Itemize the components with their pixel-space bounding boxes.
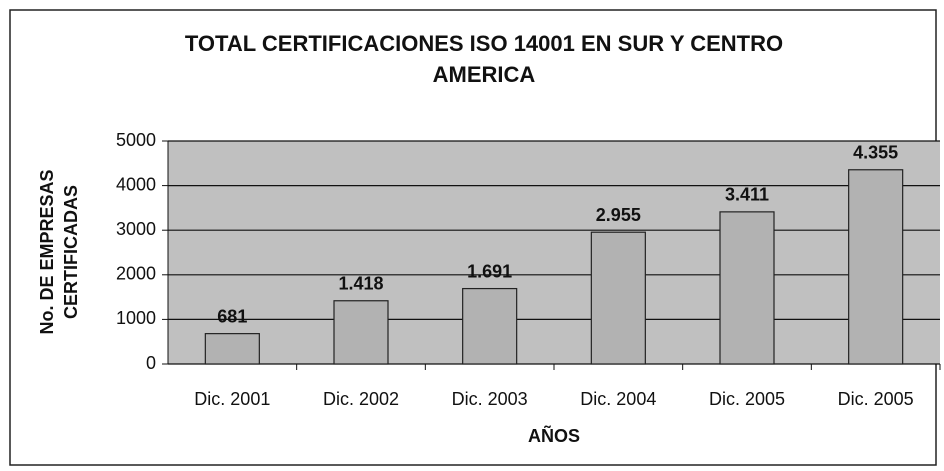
bar bbox=[848, 169, 904, 365]
y-tick-label: 2000 bbox=[116, 264, 156, 284]
bar bbox=[333, 300, 389, 365]
chart-title: AMERICA bbox=[433, 62, 536, 87]
bar bbox=[462, 287, 518, 365]
y-axis-label: No. DE EMPRESAS bbox=[37, 169, 57, 334]
x-tick-label: Dic. 2003 bbox=[452, 389, 528, 409]
chart-title: TOTAL CERTIFICACIONES ISO 14001 EN SUR Y… bbox=[185, 31, 783, 56]
y-tick-label: 1000 bbox=[116, 308, 156, 328]
x-axis-label: AÑOS bbox=[528, 425, 580, 446]
plot-area bbox=[168, 141, 940, 364]
value-label: 4.355 bbox=[853, 143, 898, 163]
x-tick-label: Dic. 2002 bbox=[323, 389, 399, 409]
x-tick-label: Dic. 2005 bbox=[709, 389, 785, 409]
y-tick-label: 3000 bbox=[116, 219, 156, 239]
value-label: 3.411 bbox=[725, 185, 769, 205]
bar bbox=[590, 231, 646, 365]
value-label: 681 bbox=[217, 306, 247, 326]
y-tick-label: 0 bbox=[146, 353, 156, 373]
value-label: 1.418 bbox=[338, 274, 383, 294]
y-axis-label: CERTIFICADAS bbox=[61, 185, 81, 319]
x-tick-label: Dic. 2001 bbox=[194, 389, 270, 409]
bar bbox=[719, 211, 775, 365]
y-tick-label: 4000 bbox=[116, 174, 156, 194]
value-label: 1.691 bbox=[467, 261, 512, 281]
bar bbox=[204, 333, 260, 365]
value-label: 2.955 bbox=[596, 205, 641, 225]
x-tick-label: Dic. 2004 bbox=[580, 389, 656, 409]
x-tick-label: Dic. 2005 bbox=[838, 389, 914, 409]
y-tick-label: 5000 bbox=[116, 130, 156, 150]
